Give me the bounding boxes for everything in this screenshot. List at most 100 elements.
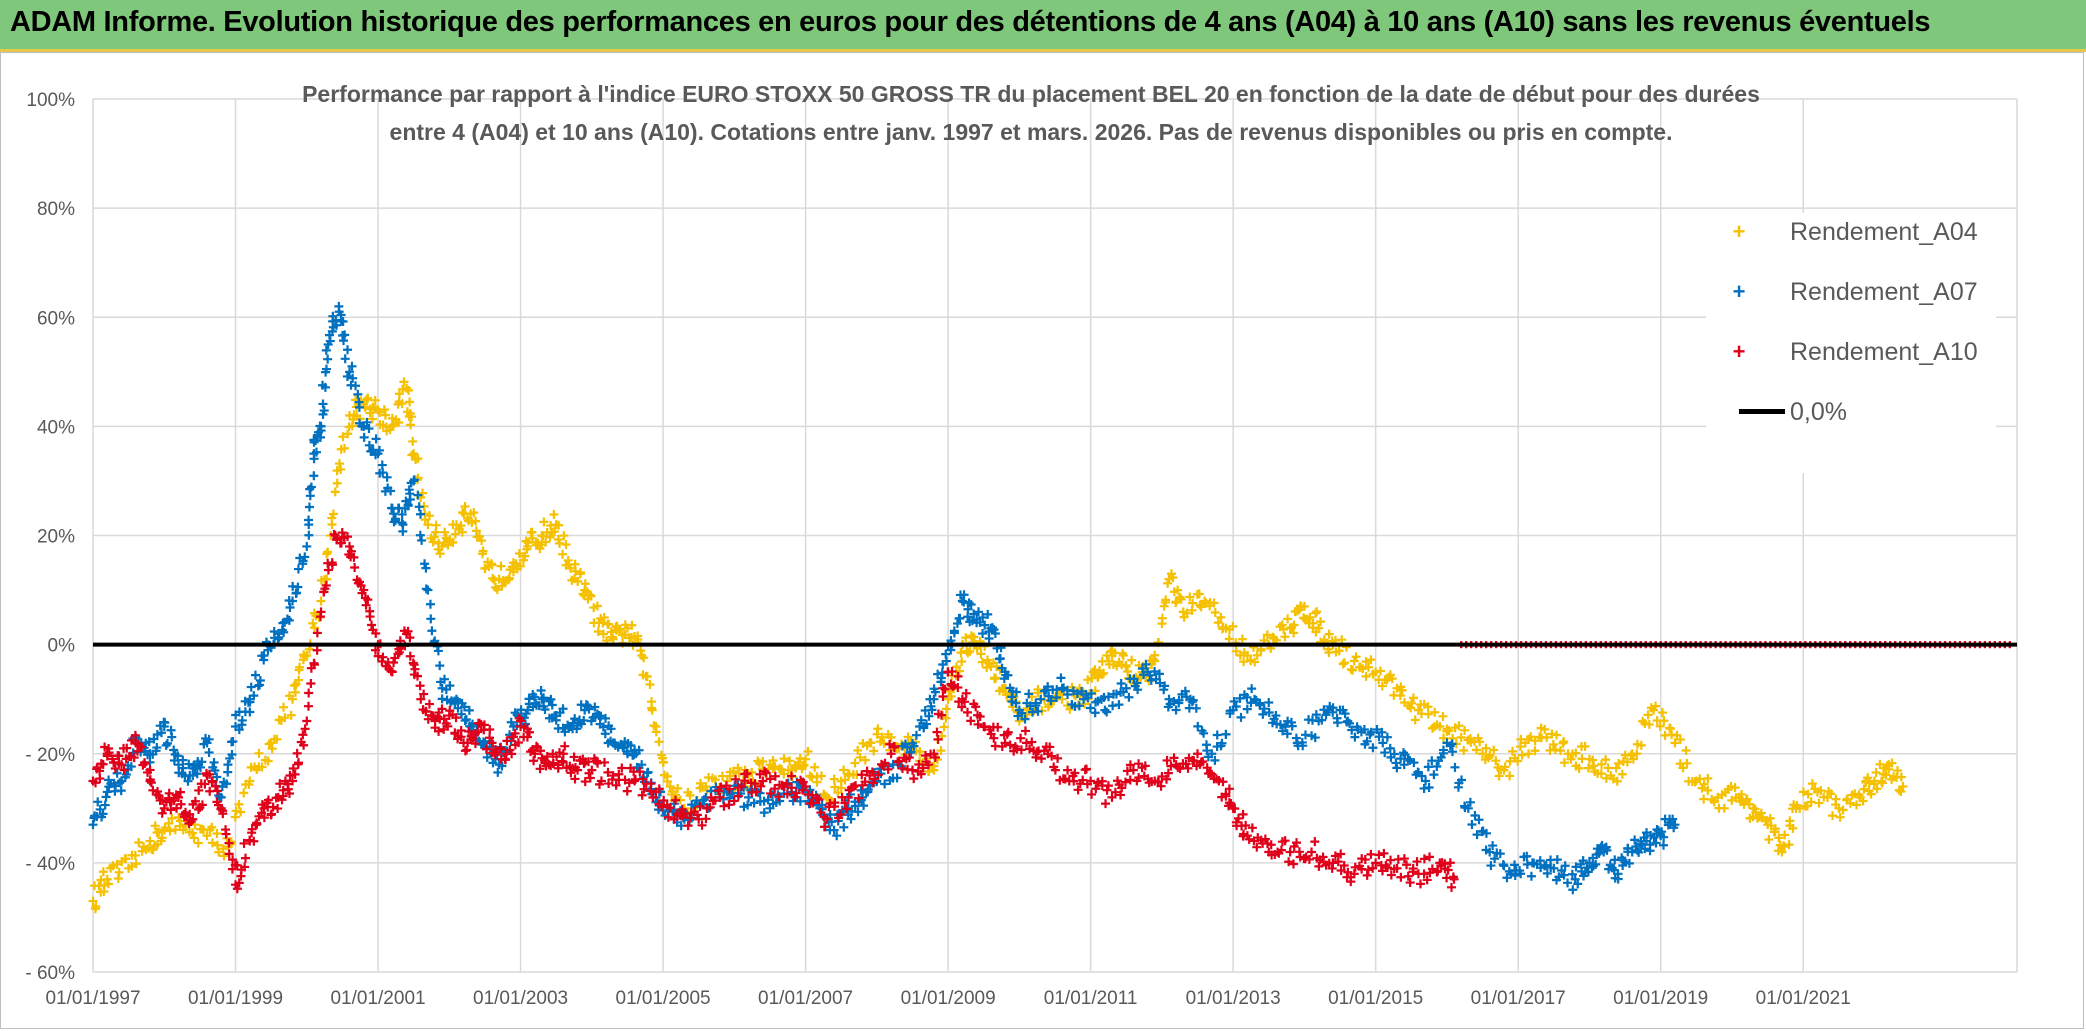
point-a07 <box>1573 879 1583 889</box>
point-a04 <box>558 549 568 559</box>
point-a04 <box>1358 664 1368 674</box>
point-a07 <box>389 509 399 519</box>
point-a04 <box>165 826 175 836</box>
point-a04 <box>367 414 377 424</box>
point-a10 <box>1433 866 1443 876</box>
point-a04 <box>936 746 946 756</box>
point-a10 <box>190 796 200 806</box>
point-a10 <box>176 799 186 809</box>
point-a04 <box>267 744 277 754</box>
point-a10 <box>812 793 822 803</box>
point-a10 <box>1260 834 1270 844</box>
point-a10 <box>290 769 300 779</box>
point-a10 <box>1276 845 1286 855</box>
point-a07 <box>237 720 247 730</box>
point-a10 <box>175 787 185 797</box>
point-a07 <box>924 711 934 721</box>
point-a07 <box>1570 874 1580 884</box>
point-a07 <box>298 559 308 569</box>
point-a10 <box>129 753 139 763</box>
point-a04 <box>272 734 282 744</box>
point-a04 <box>662 776 672 786</box>
point-a10 <box>345 541 355 551</box>
point-a04 <box>189 833 199 843</box>
point-a04 <box>665 781 675 791</box>
point-a10 <box>1073 785 1083 795</box>
point-a07 <box>1044 691 1054 701</box>
point-a04 <box>1408 693 1418 703</box>
point-a10 <box>553 763 563 773</box>
point-a04 <box>1896 772 1906 782</box>
point-a07 <box>795 796 805 806</box>
point-a04 <box>873 724 883 734</box>
point-a10 <box>860 777 870 787</box>
point-a10 <box>197 800 207 810</box>
point-a04 <box>1361 657 1371 667</box>
point-a10 <box>157 808 167 818</box>
point-a07 <box>978 613 988 623</box>
point-a10 <box>474 718 484 728</box>
point-a07 <box>536 686 546 696</box>
point-a10 <box>886 749 896 759</box>
point-a04 <box>518 555 528 565</box>
point-a04 <box>435 549 445 559</box>
point-a10 <box>1125 760 1135 770</box>
point-a07 <box>1368 743 1378 753</box>
point-a10 <box>867 767 877 777</box>
point-a07 <box>637 760 647 770</box>
point-a04 <box>1513 756 1523 766</box>
point-a07 <box>634 745 644 755</box>
point-a07 <box>1250 694 1260 704</box>
point-a04 <box>1173 585 1183 595</box>
point-a07 <box>1229 696 1239 706</box>
point-a07 <box>156 728 166 738</box>
point-a07 <box>255 675 265 685</box>
point-a07 <box>880 779 890 789</box>
point-a07 <box>493 767 503 777</box>
point-a07 <box>539 693 549 703</box>
point-a04 <box>1556 746 1566 756</box>
point-a04 <box>1517 750 1527 760</box>
point-a10 <box>836 809 846 819</box>
point-a04 <box>1859 784 1869 794</box>
point-a04 <box>294 675 304 685</box>
point-a04 <box>1566 754 1576 764</box>
y-tick-label: - 20% <box>25 745 75 766</box>
point-a10 <box>321 580 331 590</box>
point-a07 <box>1180 686 1190 696</box>
point-a07 <box>1188 695 1198 705</box>
point-a07 <box>590 702 600 712</box>
point-a07 <box>1171 705 1181 715</box>
point-a04 <box>1279 624 1289 634</box>
point-a04 <box>1150 650 1160 660</box>
point-a10 <box>403 626 413 636</box>
point-a04 <box>1784 840 1794 850</box>
point-a07 <box>1212 730 1222 740</box>
point-a07 <box>1271 711 1281 721</box>
point-a07 <box>1362 736 1372 746</box>
point-a07 <box>1640 844 1650 854</box>
point-a07 <box>397 509 407 519</box>
point-a07 <box>405 494 415 504</box>
point-a10 <box>1224 784 1234 794</box>
point-a04 <box>409 449 419 459</box>
point-a04 <box>877 732 887 742</box>
point-a04 <box>651 727 661 737</box>
point-a10 <box>671 795 681 805</box>
point-a07 <box>1549 863 1559 873</box>
point-a07 <box>1399 760 1409 770</box>
point-a07 <box>537 694 547 704</box>
point-a10 <box>1392 863 1402 873</box>
point-a07 <box>196 762 206 772</box>
point-a10 <box>1318 852 1328 862</box>
point-a07 <box>284 615 294 625</box>
point-a07 <box>354 402 364 412</box>
point-a10 <box>394 647 404 657</box>
point-a07 <box>859 801 869 811</box>
point-a10 <box>95 766 105 776</box>
point-a10 <box>299 740 309 750</box>
point-a07 <box>839 822 849 832</box>
point-a07 <box>1541 860 1551 870</box>
point-a07 <box>1560 861 1570 871</box>
point-a10 <box>1000 738 1010 748</box>
